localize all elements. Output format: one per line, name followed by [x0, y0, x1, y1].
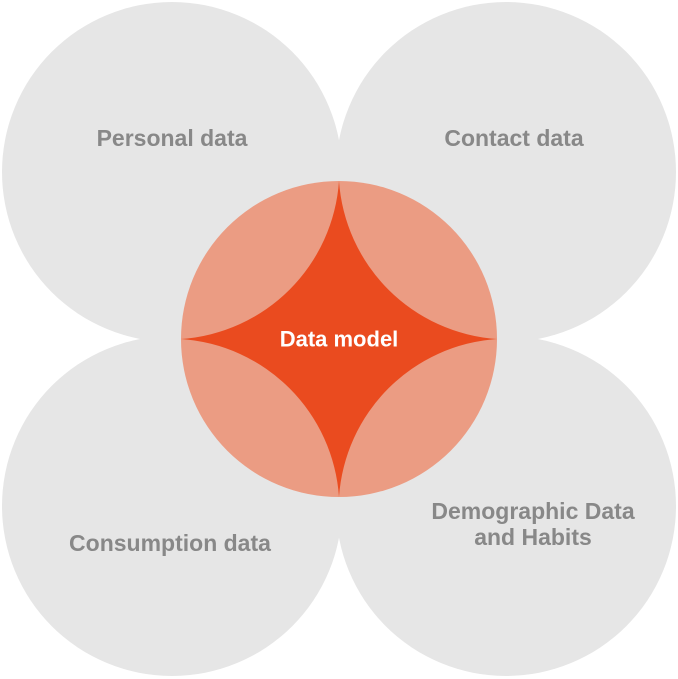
- label-personal-data: Personal data: [62, 125, 282, 151]
- label-consumption-data: Consumption data: [40, 530, 300, 556]
- label-data-model: Data model: [280, 326, 399, 351]
- venn-diagram: Personal data Contact data Consumption d…: [0, 0, 678, 679]
- label-demographic-data: Demographic Data and Habits: [428, 498, 638, 551]
- label-contact-data: Contact data: [404, 125, 624, 151]
